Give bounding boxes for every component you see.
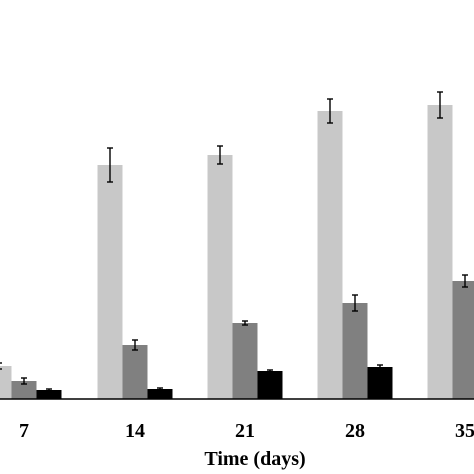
error-bar-s3-21 <box>267 369 273 373</box>
error-bar-s2-14 <box>132 339 138 351</box>
error-bar-s2-7 <box>21 377 27 385</box>
error-bar-s2-28 <box>352 294 358 312</box>
error-bar-s3-28 <box>377 364 383 370</box>
bar-s2-35 <box>452 281 474 399</box>
error-bar-s1-35 <box>437 91 443 119</box>
error-bar-s1-21 <box>217 145 223 165</box>
error-bar-s1-14 <box>107 147 113 183</box>
x-tick-label-21: 21 <box>235 420 255 442</box>
bar-s1-28 <box>317 111 343 399</box>
bar-s3-14 <box>147 389 173 399</box>
x-tick-label-14: 14 <box>125 420 145 442</box>
bar-s1-7 <box>0 366 12 399</box>
error-bar-s3-7 <box>46 388 52 392</box>
x-tick-label-35: 35 <box>455 420 474 442</box>
bar-s1-14 <box>97 165 123 399</box>
bar-s2-28 <box>342 303 368 399</box>
bar-s2-7 <box>11 381 37 399</box>
error-bar-s1-7 <box>0 362 2 370</box>
x-tick-label-7: 7 <box>19 420 29 442</box>
bar-s3-7 <box>36 390 62 399</box>
error-bar-s3-14 <box>157 387 163 391</box>
bar-s3-28 <box>367 367 393 399</box>
x-axis-title: Time (days) <box>204 448 305 470</box>
bars-layer <box>0 91 474 399</box>
error-bar-s1-28 <box>327 98 333 124</box>
error-bar-s2-21 <box>242 320 248 326</box>
bar-s1-21 <box>207 155 233 399</box>
bar-s2-21 <box>232 323 258 399</box>
bar-s1-35 <box>427 105 453 399</box>
bar-s3-21 <box>257 371 283 399</box>
bar-s2-14 <box>122 345 148 399</box>
error-bar-s2-35 <box>462 274 468 288</box>
x-tick-label-28: 28 <box>345 420 365 442</box>
x-tick-labels: 7 14 21 28 35 <box>19 420 474 442</box>
